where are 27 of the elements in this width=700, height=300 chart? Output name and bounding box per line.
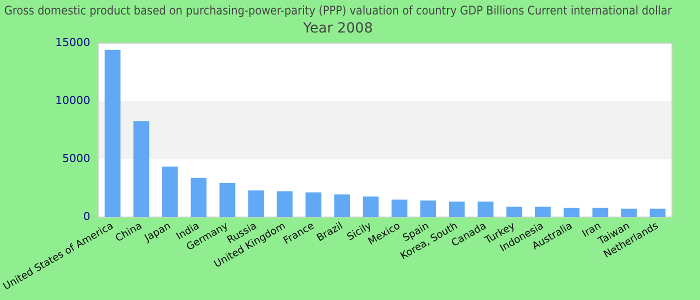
y-tick-label: 10000 (55, 94, 90, 108)
bar (219, 183, 236, 218)
bar (162, 166, 178, 218)
bar (133, 121, 150, 218)
bar (650, 208, 666, 218)
bar (592, 208, 608, 218)
bar (306, 192, 322, 218)
bar (448, 202, 465, 218)
chart-subtitle: Year 2008 (302, 20, 373, 36)
y-tick-label: 15000 (55, 36, 90, 50)
x-tick-label: China (114, 220, 144, 244)
bar (104, 50, 120, 218)
bar (506, 206, 522, 218)
bar (564, 208, 580, 218)
chart-title: Gross domestic product based on purchasing-power-parity (PPP) valuation of country GDP Billions Current international dollar (4, 2, 672, 18)
bar (420, 200, 436, 218)
bar (392, 200, 408, 218)
bar (535, 206, 551, 218)
y-tick-label: 5000 (62, 152, 90, 166)
bar (190, 178, 207, 218)
bar (478, 202, 494, 218)
y-tick-label: 0 (83, 210, 90, 223)
bar (362, 196, 379, 218)
bar (248, 190, 264, 218)
bar (334, 194, 350, 218)
bar (621, 208, 637, 218)
bar (276, 191, 293, 218)
